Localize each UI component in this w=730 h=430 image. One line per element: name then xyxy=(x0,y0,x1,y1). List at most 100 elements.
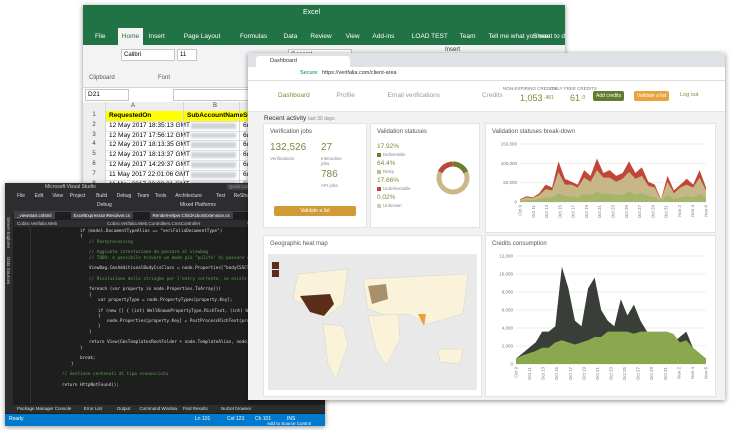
nav-item[interactable]: Profile xyxy=(336,92,354,99)
y-tick-label: 8,000 xyxy=(502,290,514,295)
x-tick-label: Oct 9 xyxy=(518,205,523,216)
validate-list-button[interactable]: Validate a list xyxy=(274,206,356,216)
ribbon-group-label: Clipboard xyxy=(89,75,115,81)
code-line: // Postprocessing xyxy=(89,240,133,245)
menu-item[interactable]: View xyxy=(52,193,63,199)
ribbon-tab[interactable]: File xyxy=(91,28,109,45)
x-tick-label: Oct 13 xyxy=(541,367,546,381)
nav-item[interactable]: Credits xyxy=(482,92,503,99)
code-line: break; xyxy=(80,356,96,361)
secure-label: Secure xyxy=(300,70,317,76)
code-line: if (model.DocumentTypeAlias == "veriFali… xyxy=(80,229,222,234)
status-label: Undeliverable xyxy=(383,186,411,191)
card-title: Verification jobs xyxy=(270,129,312,135)
panel-tab[interactable]: Output xyxy=(117,406,131,411)
ribbon-tab[interactable]: Page Layout xyxy=(180,28,225,45)
credits-label: DAILY FREE CREDITS xyxy=(550,86,597,91)
add-credits-button[interactable]: Add credits xyxy=(593,91,624,101)
code-line: // Gestione contenuti di tipo sconosciut… xyxy=(62,372,168,377)
y-tick-label: 10,000 xyxy=(499,272,513,277)
ribbon-tab[interactable]: Home xyxy=(118,28,143,45)
menu-item[interactable]: Team xyxy=(137,193,149,199)
share-button[interactable]: Share xyxy=(533,28,550,45)
menu-item[interactable]: Project xyxy=(70,193,86,199)
browser-tab[interactable]: Dashboard xyxy=(256,56,350,67)
code-line: ViewBag.CmsAdditionalBodyCssClass = node… xyxy=(89,266,265,271)
font-name-box[interactable]: Calibri xyxy=(121,49,175,61)
cell: 11 May 2017 22:01:06 GMT xyxy=(109,170,189,180)
address-bar-row xyxy=(248,67,725,81)
status-label: Deliverable xyxy=(383,152,406,157)
panel-tab[interactable]: Find Results xyxy=(183,406,208,411)
menu-item[interactable]: Debug xyxy=(117,193,132,199)
line-number-gutter xyxy=(14,227,31,403)
menu-item[interactable]: Build xyxy=(96,193,107,199)
logout-link[interactable]: Log out xyxy=(680,92,698,98)
x-tick-label: Oct 31 xyxy=(664,205,669,219)
menu-item[interactable]: Test xyxy=(216,193,225,199)
section-title: Recent activity xyxy=(264,115,306,122)
ribbon-tab[interactable]: Insert xyxy=(145,28,169,45)
ribbon-tab[interactable]: LOAD TEST xyxy=(408,28,452,45)
source-control[interactable]: Add to Source Control xyxy=(267,421,311,426)
side-tab[interactable]: Server Explorer xyxy=(6,217,11,248)
url[interactable]: https://verifalia.com/client-area xyxy=(322,70,397,76)
cell-blurred xyxy=(191,142,236,148)
ribbon-tab[interactable]: View xyxy=(342,28,364,45)
x-tick-label: Oct 9 xyxy=(514,367,519,378)
menu-item[interactable]: Tools xyxy=(155,193,167,199)
ribbon-tab[interactable]: Data xyxy=(280,28,302,45)
menu-item[interactable]: Architecture xyxy=(175,193,202,199)
menu-item[interactable]: Edit xyxy=(35,193,44,199)
editor-tab[interactable]: ExcelExpressionResolver.cs xyxy=(71,212,134,219)
nav-item[interactable]: Dashboard xyxy=(278,92,310,99)
code-line: { xyxy=(89,293,92,298)
y-tick-label: 4,000 xyxy=(502,326,514,331)
code-line: { xyxy=(80,234,83,239)
x-tick-label: Oct 23 xyxy=(609,367,614,381)
cell-blurred xyxy=(191,123,236,129)
column-header: B xyxy=(213,102,217,111)
panel-tab[interactable]: NuGet browser xyxy=(221,406,251,411)
column-line xyxy=(183,102,184,190)
area-chart: 12,00010,0008,0006,0004,0002,0000Oct 9Oc… xyxy=(486,236,715,396)
cell: 12 May 2017 17:56:12 GMT xyxy=(109,131,190,141)
breadcrumb[interactable]: Cobisi.Verifalia.Web.Controllers.CmsCont… xyxy=(107,220,200,227)
ribbon-tab[interactable]: Formulas xyxy=(236,28,271,45)
code-line: node.Properties[property.Key] = PostProc… xyxy=(107,319,254,324)
editor-tab[interactable]: _viewstart.cshtml xyxy=(14,212,55,219)
world-map xyxy=(268,254,477,390)
x-tick-label: Oct 21 xyxy=(595,367,600,381)
credits-value: 1,053 xyxy=(520,93,543,103)
panel-tab[interactable]: Error List xyxy=(84,406,102,411)
name-box[interactable]: D21 xyxy=(85,89,129,101)
x-tick-label: Oct 27 xyxy=(637,205,642,219)
toolbar-combo[interactable]: Mixed Platforms xyxy=(180,202,216,208)
x-tick-label: Oct 15 xyxy=(557,205,562,219)
code-line: } xyxy=(80,346,83,351)
x-tick-label: Nov 6 xyxy=(704,367,709,379)
nav-item[interactable]: Email verifications xyxy=(388,92,440,99)
code-line: return HttpNotFound(); xyxy=(62,383,119,388)
font-size-box[interactable]: 11 xyxy=(177,49,197,61)
status-percent: 0.02% xyxy=(377,194,395,201)
tell-me[interactable]: Tell me what you want to do xyxy=(488,28,565,45)
ribbon-tab[interactable]: Team xyxy=(456,28,480,45)
validate-button[interactable]: Validate a list xyxy=(634,91,669,101)
x-tick-label: Nov 6 xyxy=(704,205,709,217)
menu-item[interactable]: File xyxy=(17,193,25,199)
cell: 12 May 2017 18:35:13 GMT xyxy=(109,121,190,131)
y-tick-label: 50,000 xyxy=(503,180,517,185)
panel-tab[interactable]: Command Window xyxy=(139,406,177,411)
editor-tab[interactable]: RenderHelper.ChildActionExtension.cs xyxy=(150,212,233,219)
toolbar-combo[interactable]: Debug xyxy=(97,202,112,208)
legend-swatch xyxy=(377,153,381,157)
y-tick-label: 12,000 xyxy=(499,254,513,259)
ribbon-tab[interactable]: Review xyxy=(306,28,335,45)
code-line: } xyxy=(71,362,74,367)
breadcrumb[interactable]: Cobisi.Verifalia.Web xyxy=(17,220,57,227)
panel-tab[interactable]: Package Manager Console xyxy=(17,406,71,411)
ribbon-tab[interactable]: Add-ins xyxy=(368,28,398,45)
side-tab[interactable]: Data Sources xyxy=(6,257,11,284)
